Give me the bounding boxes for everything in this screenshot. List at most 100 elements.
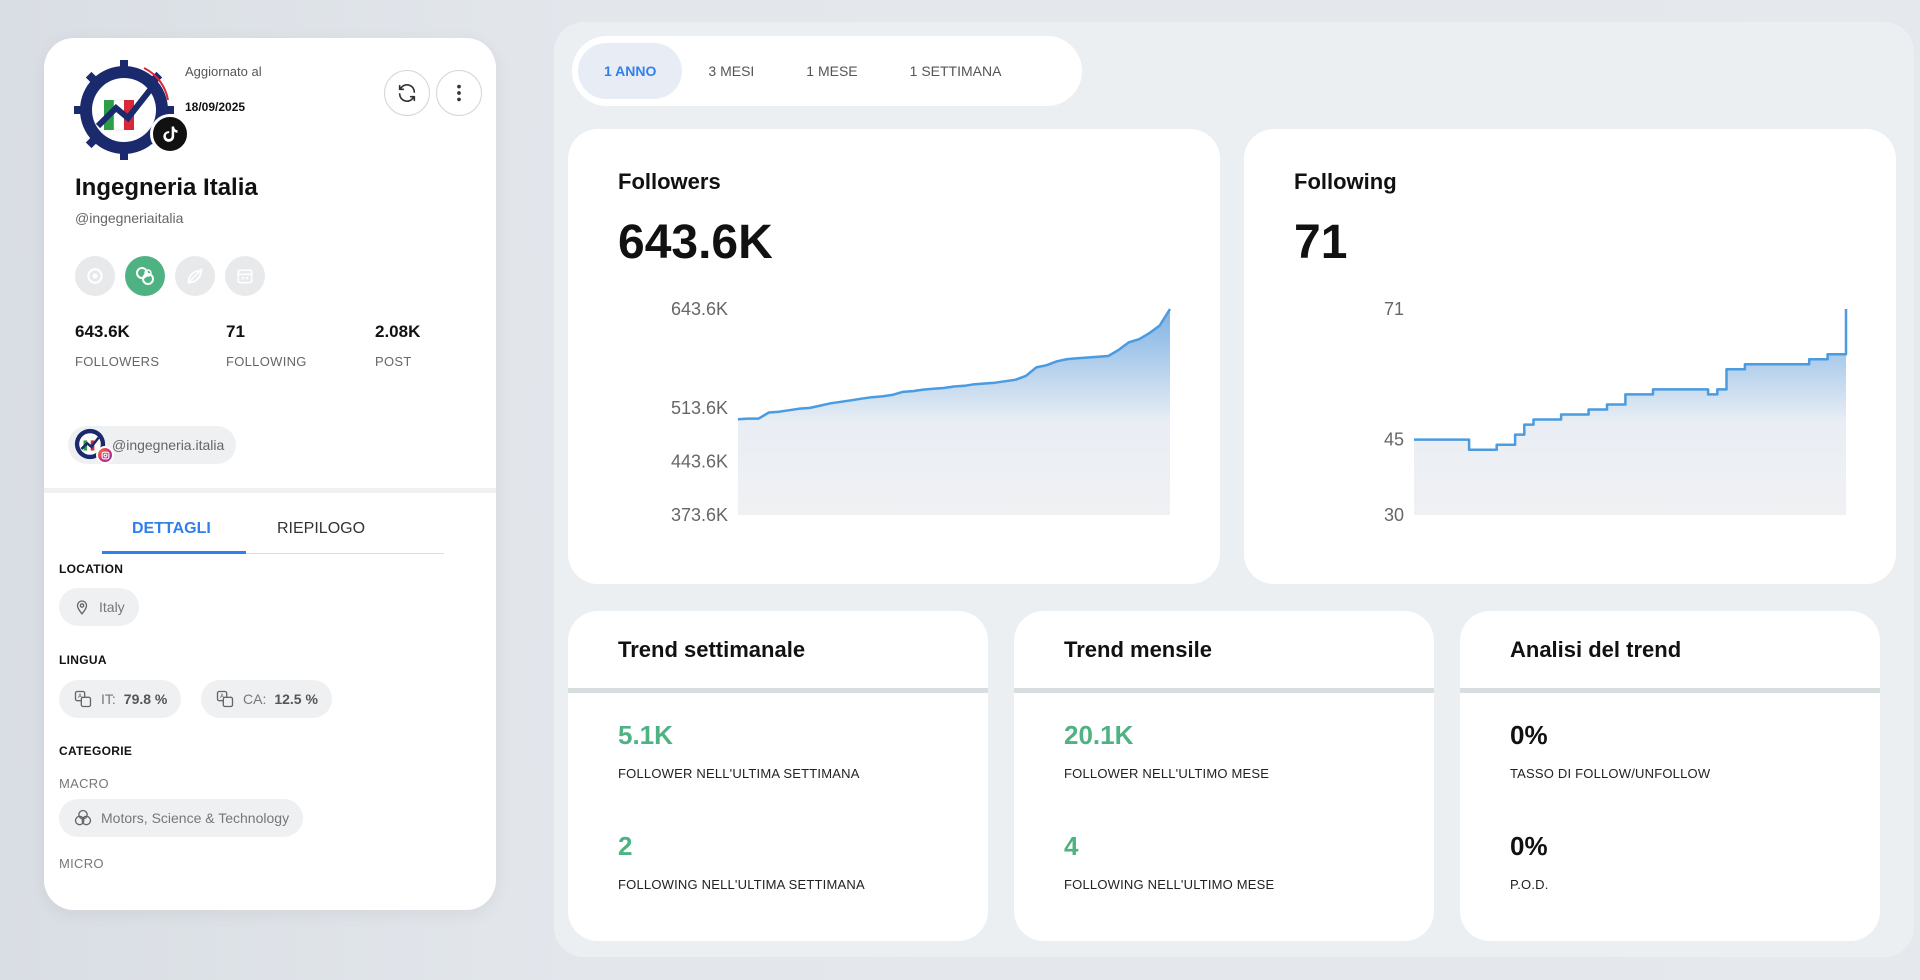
- trend-card-weekly: Trend settimanale 5.1K FOLLOWER NELL'ULT…: [568, 611, 988, 941]
- macro-category-chip: Motors, Science & Technology: [59, 799, 304, 837]
- trend-card-monthly: Trend mensile 20.1K FOLLOWER NELL'ULTIMO…: [1014, 611, 1434, 941]
- tiktok-icon: [150, 114, 190, 154]
- y-tick-label: 513.6K: [671, 398, 728, 418]
- leaf-icon[interactable]: [175, 256, 215, 296]
- stat-label: POST: [375, 354, 412, 369]
- feature-icons: [75, 256, 265, 296]
- location-title: LOCATION: [59, 562, 124, 576]
- trend-title: Trend settimanale: [618, 637, 806, 662]
- y-tick-label: 643.6K: [671, 299, 728, 319]
- updated-label: Aggiornato al: [185, 64, 262, 79]
- micro-label: MICRO: [59, 856, 104, 871]
- instagram-icon: [96, 446, 114, 464]
- chart-area-fill: [738, 309, 1170, 515]
- kebab-menu-icon: [457, 84, 461, 102]
- stat-label: FOLLOWING: [226, 354, 307, 369]
- y-tick-label: 45: [1384, 430, 1404, 450]
- trend-title: Analisi del trend: [1510, 637, 1682, 662]
- trend-value: 20.1K: [1064, 720, 1134, 750]
- main-panel: 1 ANNO 3 MESI 1 MESE 1 SETTIMANA Followe…: [554, 22, 1914, 957]
- trend-divider: [1460, 688, 1880, 693]
- trend-label: FOLLOWING NELL'ULTIMO MESE: [1064, 877, 1275, 892]
- y-tick-label: 30: [1384, 505, 1404, 525]
- location-pin-icon: [76, 600, 88, 615]
- stat-followers: 643.6K FOLLOWERS: [75, 322, 159, 369]
- updated-date: 18/09/2025: [185, 100, 246, 114]
- location-chip: Italy: [59, 588, 139, 626]
- followers-chart[interactable]: 643.6K 513.6K 443.6K 373.6K: [568, 129, 1220, 584]
- trend-label: FOLLOWING NELL'ULTIMA SETTIMANA: [618, 877, 865, 892]
- language-percent: 79.8 %: [123, 691, 168, 707]
- y-tick-label: 443.6K: [671, 452, 728, 472]
- tab-dettagli[interactable]: DETTAGLI: [132, 520, 211, 537]
- trend-label: FOLLOWER NELL'ULTIMO MESE: [1064, 766, 1270, 781]
- language-code: CA:: [243, 691, 267, 707]
- profile-handle: @ingegneriaitalia: [75, 210, 184, 226]
- period-tabs: 1 ANNO 3 MESI 1 MESE 1 SETTIMANA: [572, 36, 1082, 106]
- chart-series-line: [737, 308, 1172, 421]
- chart-big-number: 643.6K: [618, 216, 773, 269]
- macro-label: MACRO: [59, 776, 109, 791]
- following-chart-card: Following 71 71 45 30: [1244, 129, 1896, 584]
- language-chip-ca: A CA: 12.5 %: [201, 680, 332, 718]
- followers-chart-card: Followers 643.6K 643.6K 513.6K 443.6K 373.6…: [568, 129, 1220, 584]
- chart-series-line: [1414, 309, 1848, 451]
- chart-area-fill: [1414, 309, 1846, 515]
- divider: [44, 488, 496, 493]
- active-tab-underline: [102, 551, 246, 554]
- more-options-button[interactable]: [436, 70, 482, 116]
- location-value: Italy: [99, 599, 125, 615]
- refresh-button[interactable]: [384, 70, 430, 116]
- chart-big-number: 71: [1294, 216, 1348, 269]
- chart-title: Following: [1294, 169, 1397, 194]
- trend-card-analysis: Analisi del trend 0% TASSO DI FOLLOW/UNF…: [1460, 611, 1880, 941]
- details-tabs: DETTAGLI RIEPILOGO: [102, 510, 444, 554]
- trend-label: FOLLOWER NELL'ULTIMA SETTIMANA: [618, 766, 860, 781]
- stat-value: 643.6K: [75, 322, 130, 341]
- trend-divider: [568, 688, 988, 693]
- profile-card: Aggiornato al 18/09/2025 Ingegneria Ital…: [44, 38, 496, 910]
- svg-text:A: A: [220, 694, 224, 700]
- stat-posts: 2.08K POST: [375, 322, 420, 369]
- tab-1-settimana[interactable]: 1 SETTIMANA: [909, 63, 1002, 79]
- language-percent: 12.5 %: [274, 691, 318, 707]
- trend-value: 0%: [1510, 720, 1548, 750]
- trend-title: Trend mensile: [1064, 637, 1212, 662]
- following-chart[interactable]: 71 45 30: [1244, 129, 1896, 584]
- language-title: LINGUA: [59, 653, 107, 667]
- refresh-icon: [398, 84, 416, 102]
- translate-icon: A: [216, 690, 234, 708]
- trend-value: 4: [1064, 831, 1079, 861]
- tab-3-mesi[interactable]: 3 MESI: [708, 63, 755, 79]
- language-chip-it: A IT: 79.8 %: [59, 680, 182, 718]
- category-icon: [74, 809, 92, 826]
- tab-1-anno[interactable]: 1 ANNO: [578, 43, 683, 99]
- stat-value: 2.08K: [375, 322, 421, 341]
- linked-account-chip[interactable]: @ingegneria.italia: [68, 426, 237, 464]
- target-icon[interactable]: [75, 256, 115, 296]
- chart-title: Followers: [618, 169, 721, 194]
- tab-1-mese[interactable]: 1 MESE: [806, 63, 858, 79]
- categories-title: CATEGORIE: [59, 744, 133, 758]
- categories-icon[interactable]: [125, 256, 165, 296]
- translate-icon: A: [74, 690, 92, 708]
- y-tick-label: 373.6K: [671, 505, 728, 525]
- linked-account-handle: @ingegneria.italia: [112, 437, 225, 453]
- stat-value: 71: [226, 322, 245, 341]
- svg-text:A: A: [78, 694, 82, 700]
- trend-value: 2: [618, 831, 633, 861]
- stat-label: FOLLOWERS: [75, 354, 160, 369]
- profile-name: Ingegneria Italia: [75, 174, 258, 201]
- profile-avatar[interactable]: [74, 60, 174, 160]
- trend-label: TASSO DI FOLLOW/UNFOLLOW: [1510, 766, 1711, 781]
- calendar-icon[interactable]: [225, 256, 265, 296]
- language-code: IT:: [101, 691, 116, 707]
- trend-divider: [1014, 688, 1434, 693]
- y-tick-label: 71: [1384, 299, 1404, 319]
- tab-riepilogo[interactable]: RIEPILOGO: [277, 520, 366, 537]
- trend-value: 0%: [1510, 831, 1548, 861]
- trend-value: 5.1K: [618, 720, 673, 750]
- stat-following: 71 FOLLOWING: [226, 322, 307, 369]
- trend-label: P.O.D.: [1510, 877, 1549, 892]
- gear-logo-icon: [74, 60, 174, 160]
